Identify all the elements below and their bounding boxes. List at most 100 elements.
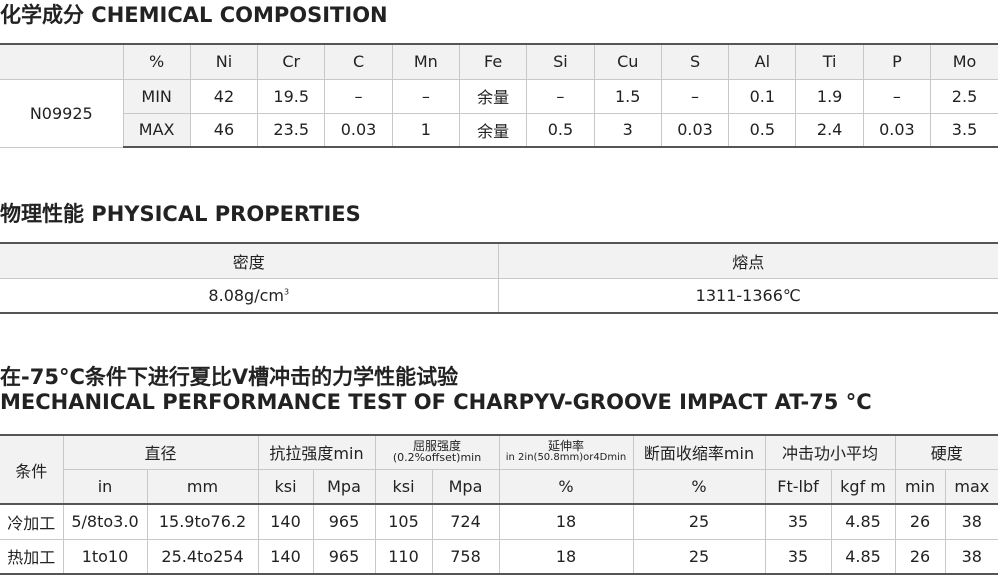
chemical-composition-title: 化学成分 CHEMICAL COMPOSITION	[0, 3, 388, 27]
mech-value-cell: 5/8to3.0	[62, 503, 148, 540]
yield-label: 屈服强度	[413, 439, 462, 454]
density-header: 密度	[0, 242, 499, 279]
mech-value-cell: 140	[257, 503, 314, 540]
elongation-header: 延伸率 in 2in(50.8mm)or4Dmin	[498, 434, 634, 470]
chem-row: MAX 46 23.5 0.03 1 余量 0.5 3 0.03 0.5 2.4 0.03 3.5	[0, 112, 998, 148]
chem-value-cell: 0.5	[526, 112, 595, 148]
mech-subheader-cell: min	[894, 468, 946, 505]
physical-properties-title: 物理性能 PHYSICAL PROPERTIES	[0, 202, 361, 226]
chem-value-cell: –	[391, 78, 460, 114]
chem-value-cell: –	[660, 78, 730, 114]
condition-cell: 冷加工	[0, 503, 64, 540]
mech-value-cell: 4.85	[830, 538, 896, 575]
density-text: 8.08g/cm	[208, 285, 284, 305]
chem-value-cell: 0.03	[324, 112, 393, 148]
mech-value-cell: 110	[374, 538, 433, 575]
mech-value-cell: 965	[312, 538, 376, 575]
chem-header-cell: C	[324, 43, 393, 80]
chem-value-cell: –	[526, 78, 595, 114]
mech-value-cell: 105	[374, 503, 433, 540]
chem-value-cell: 3	[593, 112, 662, 148]
mech-value-cell: 18	[498, 538, 634, 575]
chem-value-cell: 1	[391, 112, 460, 148]
chem-header-cell: Si	[526, 43, 595, 80]
chem-value-cell: 46	[189, 112, 259, 148]
melting-point-header: 熔点	[497, 242, 998, 279]
mech-value-cell: 724	[431, 503, 500, 540]
chem-value-cell: 2.5	[930, 78, 998, 114]
grade-cell: N09925	[0, 78, 124, 148]
diameter-header: 直径	[62, 434, 259, 470]
chem-header-cell: Fe	[458, 43, 528, 80]
density-exponent: 3	[283, 287, 290, 297]
chem-value-cell: 42	[189, 78, 259, 114]
chem-value-cell: 0.5	[728, 112, 797, 148]
mech-subheader-cell: %	[632, 468, 766, 505]
mechanical-title-cn: 在-75°C条件下进行夏比V槽冲击的力学性能试验	[0, 365, 459, 389]
chem-value-cell: 余量	[458, 78, 528, 114]
chem-value-cell: 23.5	[257, 112, 326, 148]
chem-header-cell: Mo	[930, 43, 998, 80]
mech-value-cell: 35	[764, 503, 832, 540]
mech-value-cell: 25.4to254	[146, 538, 259, 575]
mech-value-cell: 1to10	[62, 538, 148, 575]
chem-value-cell: 0.03	[660, 112, 730, 148]
chem-value-cell: 3.5	[930, 112, 998, 148]
chem-value-cell: 0.1	[728, 78, 797, 114]
mech-subheader-cell: Mpa	[312, 468, 376, 505]
mech-value-cell: 140	[257, 538, 314, 575]
mech-value-cell: 26	[894, 538, 946, 575]
mech-subheader-cell: mm	[146, 468, 259, 505]
mech-value-cell: 25	[632, 538, 766, 575]
chem-value-cell: –	[324, 78, 393, 114]
chem-value-cell: 2.4	[795, 112, 864, 148]
hardness-header: 硬度	[894, 434, 999, 470]
mechanical-title-en: MECHANICAL PERFORMANCE TEST OF CHARPYV-G…	[0, 390, 872, 414]
chem-header-cell: Cr	[257, 43, 326, 80]
melting-point-value: 1311-1366℃	[497, 277, 998, 314]
mech-value-cell: 35	[764, 538, 832, 575]
mech-value-cell: 965	[312, 503, 376, 540]
impact-header: 冲击功小平均	[764, 434, 896, 470]
mech-subheader-cell: ksi	[374, 468, 433, 505]
mech-subheader-cell: Mpa	[431, 468, 500, 505]
mech-subheader-cell: max	[944, 468, 999, 505]
chem-header-cell: P	[862, 43, 932, 80]
tensile-header: 抗拉强度min	[257, 434, 376, 470]
limit-label-cell: MIN	[122, 78, 191, 114]
elongation-sublabel: in 2in(50.8mm)or4Dmin	[505, 452, 627, 464]
chem-value-cell: 1.9	[795, 78, 864, 114]
mech-subheader-cell: Ft-lbf	[764, 468, 832, 505]
mechanical-properties-table: 条件 直径 抗拉强度min 屈服强度 (0.2%offset)min 延伸率 in …	[0, 434, 999, 575]
chem-value-cell: –	[862, 78, 932, 114]
chem-header-cell: S	[660, 43, 730, 80]
chem-value-cell: 0.03	[862, 112, 932, 148]
mech-row: 热加工 1to10 25.4to254 140 965 110 758 18 25 35 4.85 2…	[0, 538, 999, 575]
mech-subheader-cell: kgf m	[830, 468, 896, 505]
density-value: 8.08g/cm3	[0, 277, 499, 314]
chem-header-cell: Al	[728, 43, 797, 80]
chem-header-cell: Cu	[593, 43, 662, 80]
chem-header-cell	[0, 43, 124, 80]
mech-value-cell: 25	[632, 503, 766, 540]
mech-value-cell: 15.9to76.2	[146, 503, 259, 540]
mech-subheader-cell: in	[63, 468, 148, 505]
chem-value-cell: 19.5	[257, 78, 326, 114]
mech-value-cell: 26	[894, 503, 946, 540]
condition-header: 条件	[0, 434, 64, 505]
condition-cell: 热加工	[0, 538, 64, 575]
elongation-label: 延伸率	[548, 439, 585, 454]
chem-header-cell: %	[122, 43, 191, 80]
chemical-composition-table: % Ni Cr C Mn Fe Si Cu S Al Ti P Mo N09925 MIN 42 19.5– – 余…	[0, 43, 998, 148]
yield-header: 屈服强度 (0.2%offset)min	[374, 434, 500, 470]
reduction-header: 断面收缩率min	[632, 434, 766, 470]
mech-value-cell: 758	[431, 538, 500, 575]
mech-value-cell: 18	[498, 503, 634, 540]
chem-header-cell: Mn	[391, 43, 460, 80]
chem-row: N09925 MIN 42 19.5– – 余量 –1.5–0.1 1.9–2.5	[0, 78, 998, 148]
mech-row: 冷加工 5/8to3.0 15.9to76.2 140 965 105 724 18 25 35 4…	[0, 503, 999, 540]
chem-header-cell: Ni	[189, 43, 259, 80]
mech-subheader-cell: ksi	[257, 468, 314, 505]
yield-sublabel: (0.2%offset)min	[392, 451, 482, 465]
chem-header-row: % Ni Cr C Mn Fe Si Cu S Al Ti P Mo	[0, 43, 998, 80]
